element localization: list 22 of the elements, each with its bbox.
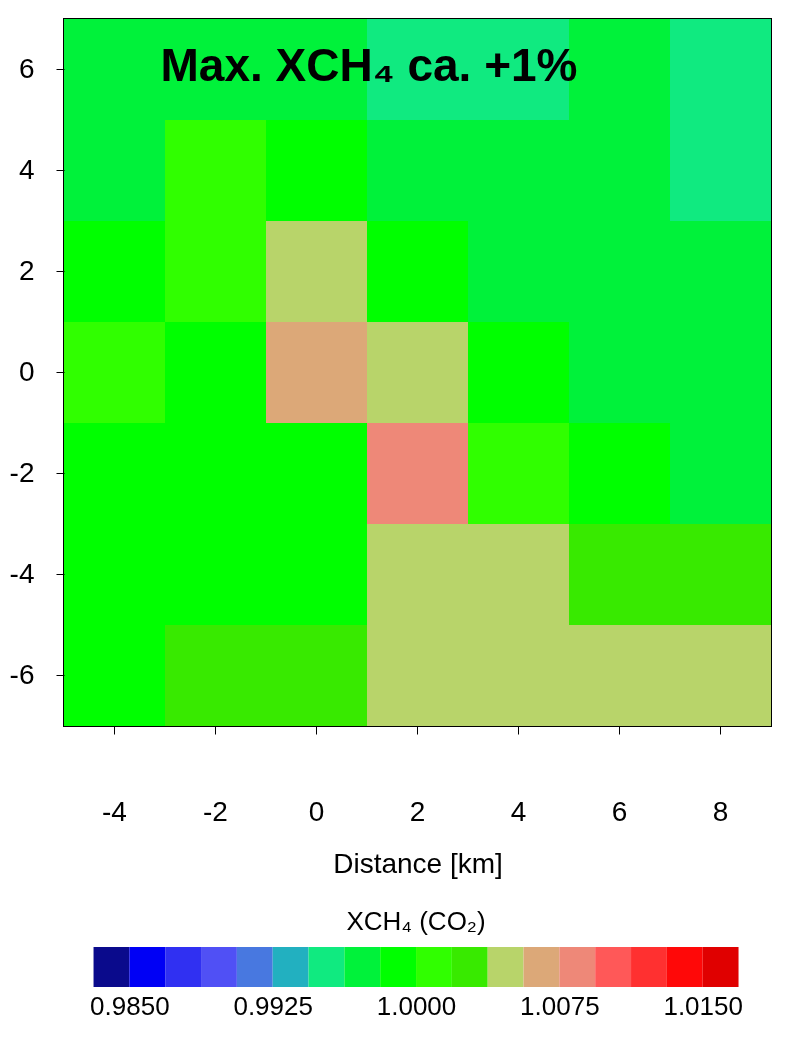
y-tick-label: 6 bbox=[18, 52, 35, 84]
y-tick-label: 0 bbox=[18, 355, 35, 387]
x-axis-title: Distance [km] bbox=[333, 847, 503, 879]
y-tick-label: -6 bbox=[9, 658, 35, 690]
x-tick-label: 0 bbox=[308, 795, 325, 827]
x-tick-label: 4 bbox=[510, 795, 527, 827]
x-tick-label: -4 bbox=[102, 795, 127, 827]
color-bar-label: 1.0000 bbox=[376, 990, 457, 1021]
x-tick-label: 2 bbox=[409, 795, 426, 827]
y-tick-label: -2 bbox=[9, 456, 35, 488]
color-bar-label: 0.9850 bbox=[90, 990, 170, 1021]
x-tick-label: -2 bbox=[203, 795, 228, 827]
color-bar-label: 1.0150 bbox=[663, 990, 743, 1021]
x-tick-label: 6 bbox=[611, 795, 628, 827]
color-bar-title: XCH₄ (CO₂) bbox=[346, 906, 486, 936]
y-tick-label: 2 bbox=[18, 254, 35, 286]
annotation: Max. XCH₄ ca. +1% bbox=[160, 39, 578, 91]
color-bar-label: 0.9925 bbox=[233, 990, 313, 1021]
y-tick-label: 4 bbox=[18, 153, 35, 185]
x-tick-label: 8 bbox=[712, 795, 729, 827]
y-tick-label: -4 bbox=[9, 557, 35, 589]
color-bar-label: 1.0075 bbox=[520, 990, 600, 1021]
